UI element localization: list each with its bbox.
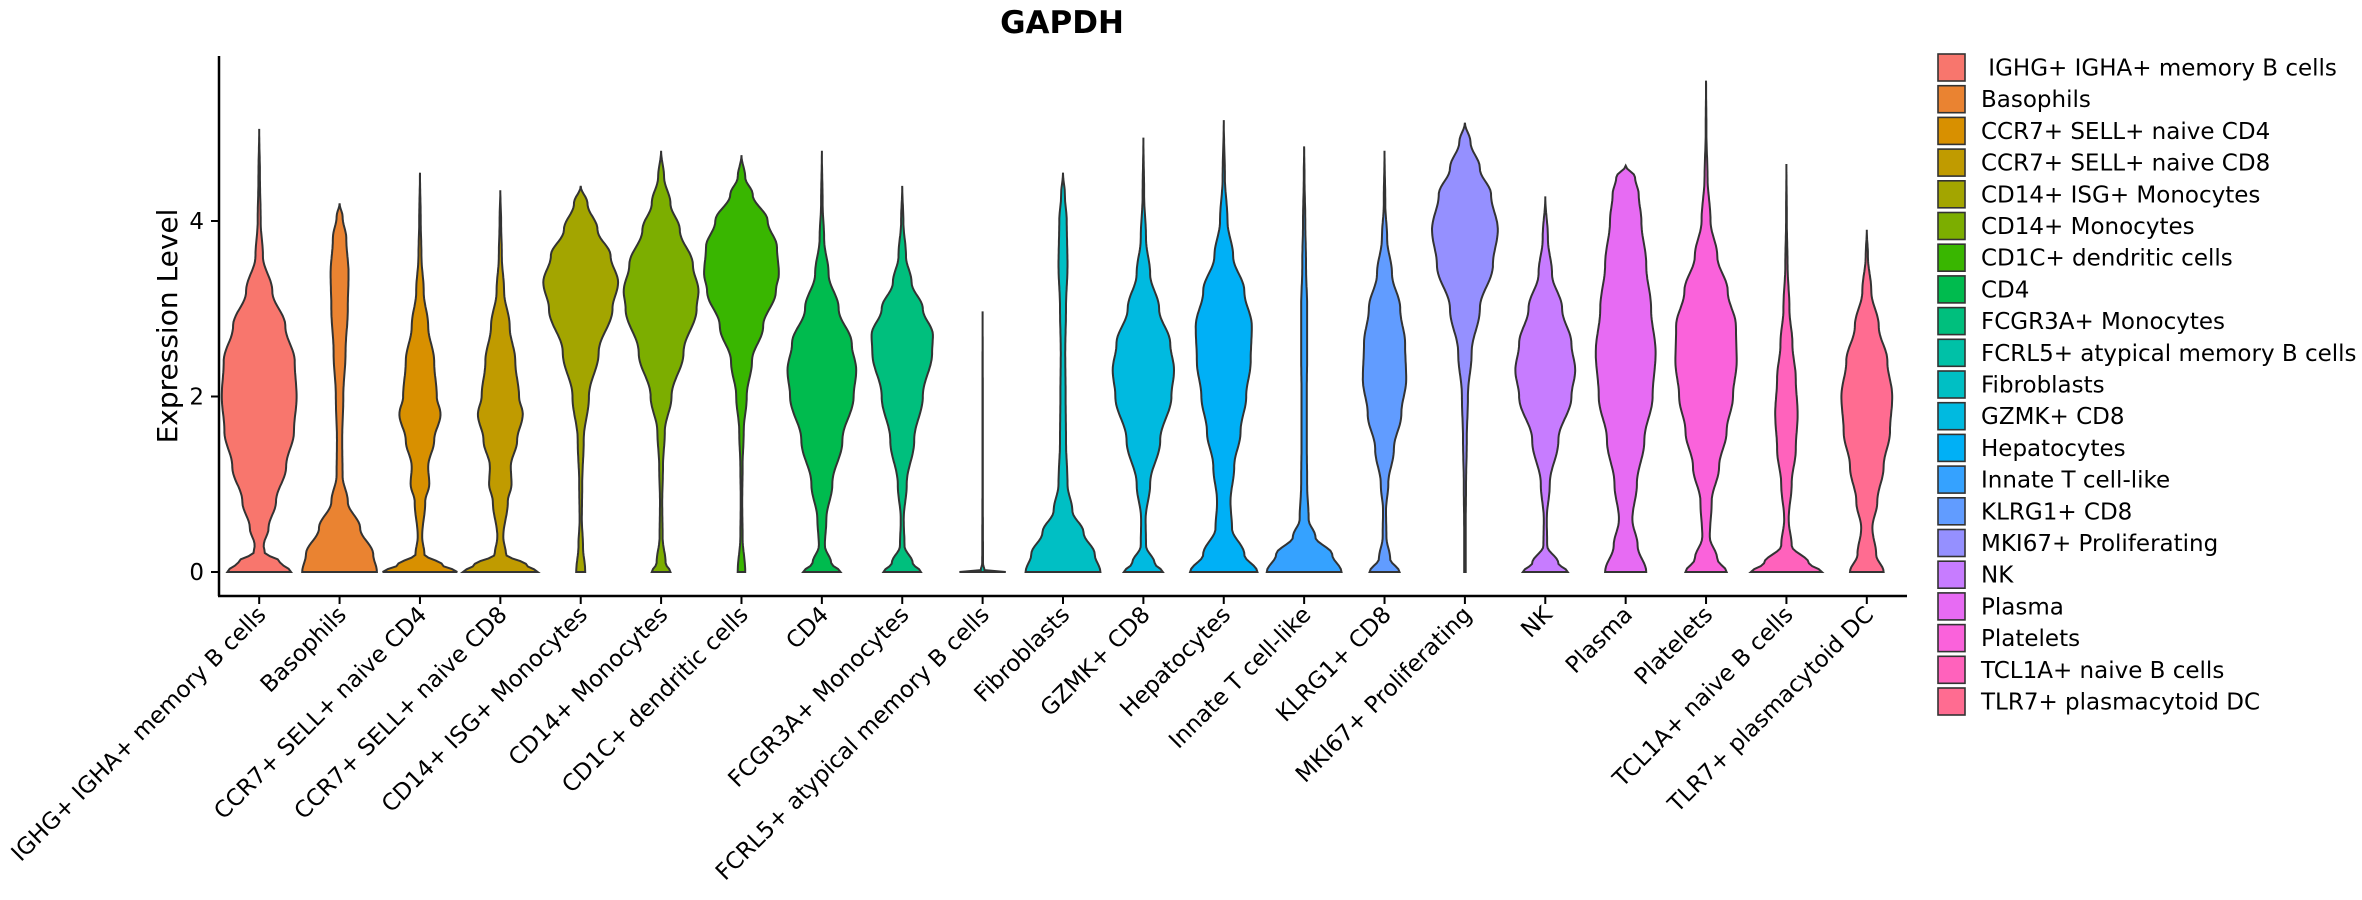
- legend-label-ccr7-sell-naive-cd4: CCR7+ SELL+ naive CD4: [1981, 119, 2270, 145]
- legend-key-hepatocytes: [1937, 433, 1966, 463]
- legend-label-innate-t-cell-like: Innate T cell-like: [1981, 468, 2170, 494]
- legend-label-tlr7-plasmacytoid-dc: TLR7+ plasmacytoid DC: [1980, 690, 2260, 716]
- x-tick-label-ighg-igha-memory-b-cells: IGHG+ IGHA+ memory B cells: [7, 602, 272, 867]
- legend: IGHG+ IGHA+ memory B cells Basophils CCR7+…: [1937, 53, 2357, 716]
- violin-ccr7-sell-naive-cd4: [382, 172, 458, 573]
- legend-key-fcrl5-atypical-memory-b-cells: [1937, 338, 1966, 368]
- legend-key-cd14-monocytes: [1937, 211, 1966, 241]
- legend-label-fcrl5-atypical-memory-b-cells: FCRL5+ atypical memory B cells: [1981, 341, 2357, 367]
- y-tick-label: 4: [189, 209, 204, 235]
- violin-cd14-monocytes: [622, 150, 700, 573]
- legend-key-tlr7-plasmacytoid-dc: [1937, 687, 1966, 716]
- x-axis-ticks: IGHG+ IGHA+ memory B cellsBasophilsCCR7+…: [7, 596, 1879, 886]
- legend-label-cd14-isg-monocytes: CD14+ ISG+ Monocytes: [1981, 182, 2260, 208]
- legend-key-cd4: [1937, 275, 1966, 304]
- legend-label-fibroblasts: Fibroblasts: [1981, 373, 2105, 399]
- legend-key-fcgr3a-monocytes: [1937, 306, 1966, 336]
- legend-label-cd4: CD4: [1981, 277, 2029, 303]
- legend-label-mki67-proliferating: MKI67+ Proliferating: [1981, 531, 2218, 557]
- legend-label-nk: NK: [1981, 563, 2014, 589]
- y-axis-ticks: 0 2 4: [189, 209, 219, 586]
- legend-key-mki67-proliferating: [1937, 528, 1966, 558]
- y-tick-label: 0: [189, 560, 204, 586]
- legend-key-cd14-isg-monocytes: [1937, 180, 1966, 209]
- violin-basophils: [301, 203, 378, 573]
- violin-platelets: [1674, 80, 1738, 573]
- legend-label-tcl1a-naive-b-cells: TCL1A+ naive B cells: [1980, 658, 2224, 684]
- chart-title: GAPDH: [1000, 5, 1124, 41]
- legend-key-ighg-igha-memory-b-cells: [1937, 53, 1966, 82]
- violin-fcgr3a-monocytes: [870, 185, 934, 573]
- violin-nk: [1514, 196, 1577, 573]
- legend-key-innate-t-cell-like: [1937, 465, 1966, 494]
- y-axis-title: Expression Level: [151, 209, 184, 444]
- legend-key-ccr7-sell-naive-cd4: [1937, 116, 1966, 146]
- violin-cd1c-dendritic-cells: [703, 155, 780, 573]
- legend-key-klrg1-cd8: [1937, 496, 1966, 526]
- violin-klrg1-cd8: [1361, 150, 1408, 573]
- legend-label-platelets: Platelets: [1981, 626, 2080, 652]
- legend-label-fcgr3a-monocytes: FCGR3A+ Monocytes: [1981, 309, 2225, 335]
- violin-fibroblasts: [1024, 172, 1102, 573]
- x-tick-label-nk: NK: [1516, 601, 1558, 643]
- legend-key-fibroblasts: [1937, 370, 1966, 399]
- legend-key-platelets: [1937, 623, 1966, 653]
- violin-ccr7-sell-naive-cd8: [460, 190, 541, 573]
- legend-label-klrg1-cd8: KLRG1+ CD8: [1981, 499, 2132, 525]
- legend-key-nk: [1937, 560, 1966, 590]
- legend-key-ccr7-sell-naive-cd8: [1937, 148, 1966, 177]
- violin-mki67-proliferating: [1430, 122, 1499, 573]
- violin-cd14-isg-monocytes: [542, 185, 620, 573]
- violin-hepatocytes: [1188, 120, 1259, 573]
- violin-group: [220, 80, 1894, 573]
- legend-key-basophils: [1937, 84, 1966, 114]
- legend-label-plasma: Plasma: [1981, 594, 2064, 620]
- legend-key-cd1c-dendritic-cells: [1937, 243, 1966, 272]
- violin-fcrl5-atypical-memory-b-cells: [959, 311, 1006, 573]
- violin-gzmk-cd8: [1111, 137, 1176, 573]
- x-tick-label-plasma: Plasma: [1561, 602, 1638, 679]
- violin-tcl1a-naive-b-cells: [1748, 164, 1825, 573]
- legend-label-cd14-monocytes: CD14+ Monocytes: [1981, 214, 2195, 240]
- legend-key-tcl1a-naive-b-cells: [1937, 655, 1966, 685]
- legend-label-ighg-igha-memory-b-cells: IGHG+ IGHA+ memory B cells: [1981, 56, 2337, 82]
- y-tick-label: 2: [189, 385, 204, 411]
- legend-label-gzmk-cd8: GZMK+ CD8: [1981, 404, 2125, 430]
- legend-key-plasma: [1937, 592, 1966, 621]
- x-tick-label-innate-t-cell-like: Innate T cell-like: [1164, 602, 1316, 754]
- violin-cd4: [786, 150, 858, 573]
- legend-label-basophils: Basophils: [1981, 87, 2091, 113]
- violin-plasma: [1594, 163, 1657, 573]
- x-tick-label-cd14-monocytes: CD14+ Monocytes: [504, 602, 673, 771]
- violin-ighg-igha-memory-b-cells: [220, 128, 298, 573]
- legend-label-hepatocytes: Hepatocytes: [1981, 436, 2126, 462]
- legend-label-ccr7-sell-naive-cd8: CCR7+ SELL+ naive CD8: [1981, 151, 2270, 177]
- x-tick-label-cd4: CD4: [782, 602, 835, 655]
- legend-label-cd1c-dendritic-cells: CD1C+ dendritic cells: [1981, 246, 2233, 272]
- legend-key-gzmk-cd8: [1937, 401, 1966, 431]
- violin-tlr7-plasmacytoid-dc: [1840, 229, 1894, 573]
- violin-innate-t-cell-like: [1265, 146, 1343, 573]
